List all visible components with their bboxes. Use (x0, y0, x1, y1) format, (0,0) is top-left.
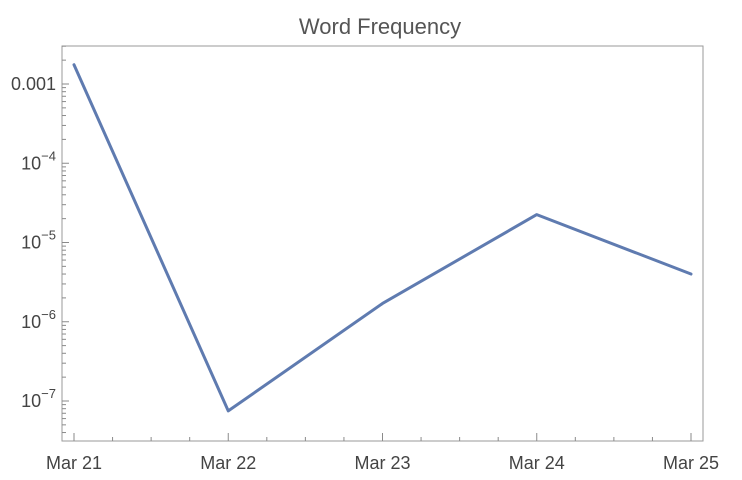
plot-frame (61, 45, 704, 442)
x-tick-label: Mar 25 (663, 453, 719, 473)
series-line (72, 63, 693, 413)
y-tick-label: 10−5 (21, 228, 56, 253)
y-tick-label: 10−7 (21, 386, 56, 411)
x-tick-label: Mar 24 (509, 453, 565, 473)
series-layer (72, 63, 693, 413)
x-tick-label: Mar 21 (46, 453, 102, 473)
y-tick-label: 10−6 (21, 307, 56, 332)
x-tick-label: Mar 22 (200, 453, 256, 473)
x-tick-label: Mar 23 (354, 453, 410, 473)
y-axis: 0.001 10−4 10−5 10−6 10−7 (11, 45, 69, 434)
x-axis: Mar 21 Mar 22 Mar 23 Mar 24 Mar 25 (46, 433, 719, 473)
y-tick-label: 0.001 (11, 74, 56, 94)
chart-title: Word Frequency (299, 14, 461, 39)
y-tick-label: 10−4 (21, 148, 56, 173)
